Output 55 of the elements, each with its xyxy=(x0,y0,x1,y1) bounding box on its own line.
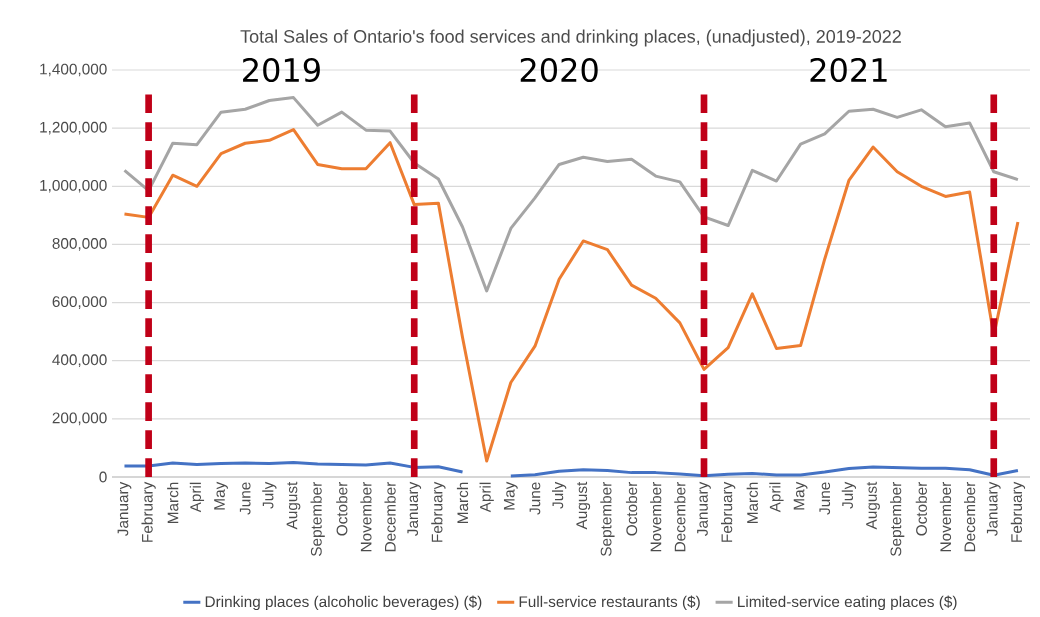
x-tick-label: June xyxy=(529,482,541,515)
x-tick-label: August xyxy=(576,481,591,530)
x-tick-label: February xyxy=(1010,481,1026,542)
x-tick-label: June xyxy=(819,482,831,515)
x-tick-label: August xyxy=(866,481,880,530)
x-tick-label: November xyxy=(650,481,662,552)
x-tick-label: December xyxy=(964,481,976,552)
x-tick-label: June xyxy=(239,482,251,515)
y-tick-label: 1,400,000 xyxy=(40,63,107,77)
x-tick-label: April xyxy=(479,482,494,513)
x-tick-label: February xyxy=(431,481,446,542)
line-series xyxy=(122,96,1020,293)
x-tick-label: July xyxy=(551,481,567,509)
x-tick-label: March xyxy=(167,482,179,524)
annotation: 2021 xyxy=(810,57,887,83)
y-tick-label: 200,000 xyxy=(52,412,107,426)
x-tick-label: April xyxy=(769,482,784,513)
annotation: 2019 xyxy=(243,57,320,83)
y-tick-label: 400,000 xyxy=(52,354,107,368)
y-tick-label: 1,200,000 xyxy=(40,121,107,135)
x-tick-label: February xyxy=(721,481,736,542)
x-tick-label: May xyxy=(214,481,228,510)
x-tick-label: December xyxy=(384,481,396,552)
x-tick-label: March xyxy=(456,482,469,524)
x-tick-label: September xyxy=(600,481,615,557)
x-tick-label: May xyxy=(793,481,808,510)
x-tick-label: November xyxy=(360,481,372,552)
x-tick-label: October xyxy=(915,481,927,536)
x-tick-label: May xyxy=(503,481,518,510)
x-tick-label: September xyxy=(890,481,905,557)
x-tick-label: April xyxy=(189,482,205,513)
x-tick-label: February xyxy=(141,481,156,542)
y-tick-label: 0 xyxy=(99,471,107,483)
line-series xyxy=(122,128,1020,463)
x-tick-label: January xyxy=(697,481,711,537)
x-tick-label: July xyxy=(841,481,857,509)
y-tick-label: 800,000 xyxy=(52,238,107,251)
x-tick-label: October xyxy=(625,481,638,536)
legend-label: Drinking places (alcoholic beverages) ($) xyxy=(205,595,482,611)
x-tick-label: January xyxy=(986,481,1001,537)
x-tick-label: October xyxy=(336,481,348,536)
x-tick-label: November xyxy=(939,481,952,552)
x-tick-label: January xyxy=(117,481,132,537)
x-tick-label: September xyxy=(310,481,325,557)
x-tick-label: March xyxy=(746,482,758,524)
legend-label: Full-service restaurants ($) xyxy=(519,595,700,611)
x-tick-label: December xyxy=(674,481,686,552)
x-tick-label: January xyxy=(407,481,422,537)
x-tick-label: July xyxy=(262,481,277,509)
legend-label: Limited-service eating places ($) xyxy=(738,595,957,611)
chart-title: Total Sales of Ontario's food services and drinking places, (unadjusted), 2019-2022 xyxy=(240,29,901,47)
y-tick-label: 600,000 xyxy=(52,296,107,309)
annotation: 2020 xyxy=(520,57,598,83)
x-tick-label: August xyxy=(286,481,301,530)
y-tick-label: 1,000,000 xyxy=(40,179,107,193)
